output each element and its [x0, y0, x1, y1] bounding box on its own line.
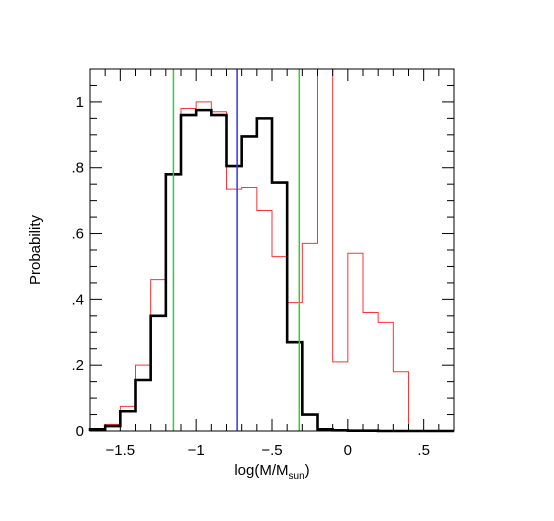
x-tick-label: 0	[344, 442, 352, 459]
y-tick-label: .4	[71, 291, 84, 308]
y-tick-label: 0	[76, 423, 84, 440]
y-tick-label: .8	[71, 160, 84, 177]
histogram-series-2	[88, 108, 454, 433]
x-axis-title-main: log(M/M	[234, 462, 288, 479]
y-tick-label: .2	[71, 357, 84, 374]
x-tick-label: −.5	[261, 442, 282, 459]
tick-marks	[89, 68, 455, 432]
x-axis-title-subscript: sun	[289, 471, 305, 482]
histogram-series-1	[89, 68, 454, 432]
x-axis-title-close: )	[305, 462, 310, 479]
y-tick-label: .6	[71, 226, 84, 243]
x-tick-label: −1	[188, 442, 205, 459]
plot-frame	[89, 68, 455, 432]
x-tick-label: .5	[417, 442, 430, 459]
plot-marks	[88, 68, 454, 433]
x-tick-label: −1.5	[106, 442, 136, 459]
x-axis-title: log(M/Msun)	[234, 462, 309, 482]
y-tick-label: 1	[76, 94, 84, 111]
tick-labels: −1.5 −1 −.5 0 .5 0 .2 .4 .6 .8 1	[71, 94, 429, 459]
y-axis-title: Probability	[27, 214, 44, 285]
